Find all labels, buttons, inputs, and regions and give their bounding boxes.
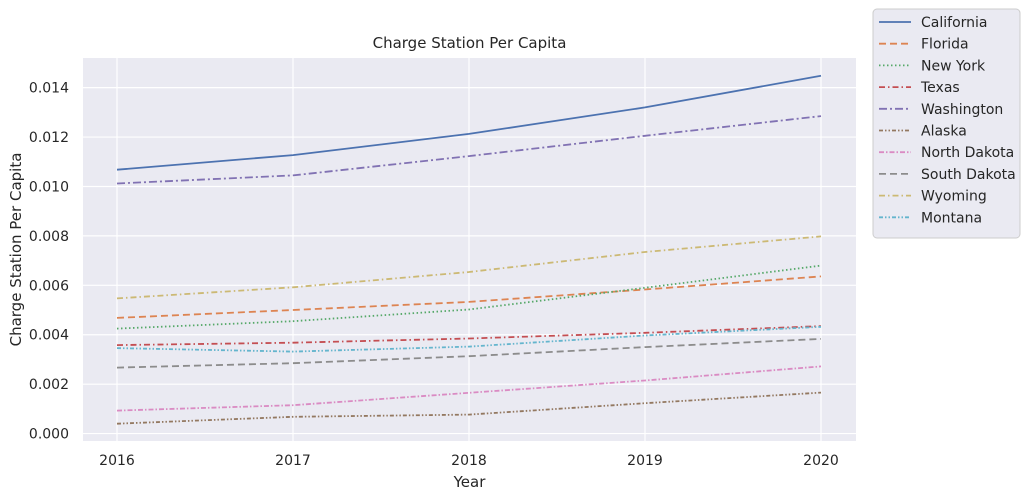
y-tick-label: 0.006: [29, 278, 69, 294]
series-line-florida: [116, 275, 822, 319]
series-line-california: [116, 74, 822, 171]
x-axis-ticks: 2016 2017 2018 2019 2020: [99, 453, 839, 469]
y-tick-label: 0.012: [29, 130, 69, 146]
y-tick-label: 0.004: [29, 328, 69, 344]
series-line-alaska: [116, 391, 822, 425]
grid-lines: [83, 58, 856, 441]
x-tick-label: 2017: [275, 453, 311, 469]
x-tick-label: 2019: [627, 453, 663, 469]
x-tick-label: 2020: [803, 453, 839, 469]
x-axis-label: Year: [453, 473, 487, 491]
series-line-wyoming: [116, 235, 822, 300]
legend-label: Wyoming: [921, 189, 987, 205]
y-tick-label: 0.014: [29, 81, 69, 97]
series-line-texas: [116, 325, 822, 346]
legend-label: Florida: [921, 37, 969, 53]
legend-label: South Dakota: [921, 167, 1016, 183]
legend-label: Montana: [921, 210, 982, 226]
y-tick-label: 0.000: [29, 427, 69, 443]
legend-label: New York: [921, 58, 986, 74]
legend-label: California: [921, 15, 987, 31]
chart-title: Charge Station Per Capita: [373, 34, 567, 52]
series-line-north-dakota: [116, 365, 822, 412]
series-line-new-york: [116, 264, 822, 330]
series-line-montana: [116, 325, 822, 353]
series-lines: [116, 74, 822, 425]
y-tick-label: 0.002: [29, 377, 69, 393]
legend-label: Washington: [921, 102, 1003, 118]
legend-label: Texas: [920, 80, 960, 96]
legend-label: Alaska: [921, 124, 967, 140]
series-line-south-dakota: [116, 338, 822, 369]
legend-frame: [872, 8, 1021, 239]
y-axis-label: Charge Station Per Capita: [7, 153, 25, 347]
x-tick-label: 2018: [451, 453, 487, 469]
legend-label: North Dakota: [921, 145, 1014, 161]
series-line-washington: [116, 115, 822, 185]
y-tick-label: 0.008: [29, 229, 69, 245]
y-axis-ticks: 0.000 0.002 0.004 0.006 0.008 0.010 0.012 0.014: [29, 81, 69, 443]
legend: California Florida New York Texas Washington…: [872, 8, 1021, 239]
y-tick-label: 0.010: [29, 179, 69, 195]
x-tick-label: 2016: [99, 453, 135, 469]
